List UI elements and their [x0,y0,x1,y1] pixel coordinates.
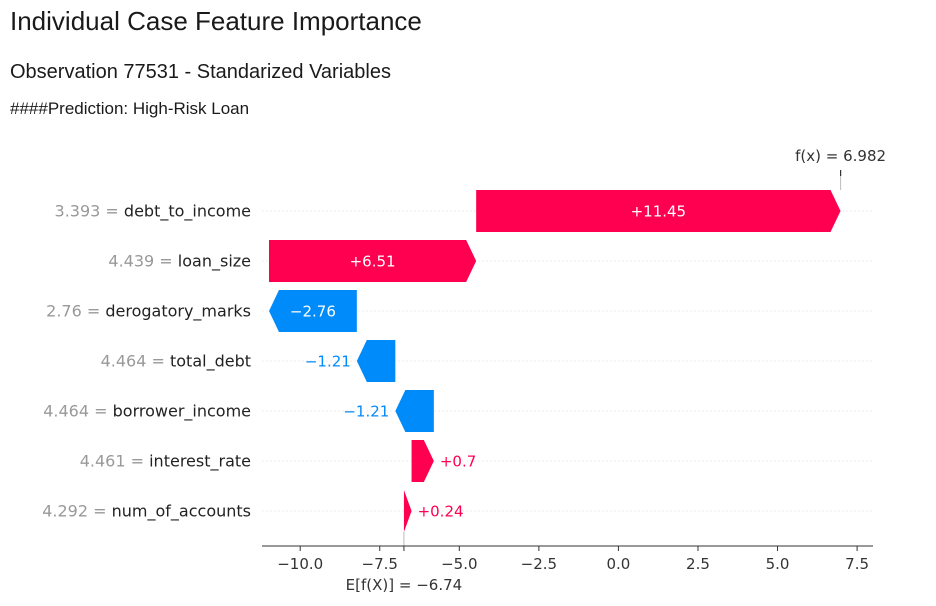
base-value-label: E[f(X)] = −6.74 [346,576,463,594]
x-tick-label: −2.5 [521,555,557,573]
bar-interest-rate [411,440,434,482]
bar-derogatory-marks [269,290,357,332]
page-subtitle: Observation 77531 - Standarized Variable… [10,61,391,83]
feature-label-loan-size: 4.439 = loan_size [108,252,251,272]
x-tick-label: 7.5 [845,555,869,573]
x-tick-label: −10.0 [277,555,323,573]
bar-total-debt [356,340,396,382]
feature-label-borrower-income: 4.464 = borrower_income [43,402,251,422]
bar-loan-size [269,240,477,282]
bar-num-of-accounts [403,490,412,532]
waterfall-chart: +11.45 3.393 = debt_to_income +6.51 4.439 =… [42,147,886,594]
x-tick-label: 0.0 [606,555,630,573]
feature-label-debt-to-income: 3.393 = debt_to_income [55,202,251,222]
contribution-label-borrower-income: −1.21 [343,403,389,421]
feature-label-num-of-accounts: 4.292 = num_of_accounts [42,502,251,522]
output-value-label: f(x) = 6.982 [795,147,886,165]
bar-debt-to-income [476,190,841,232]
feature-label-interest-rate: 4.461 = interest_rate [80,452,251,472]
x-tick-label: −5.0 [441,555,477,573]
contribution-label-interest-rate: +0.7 [440,453,476,471]
feature-label-total-debt: 4.464 = total_debt [101,352,251,372]
prediction-line: ####Prediction: High-Risk Loan [10,99,250,118]
x-tick-label: 5.0 [766,555,790,573]
contribution-label-num-of-accounts: +0.24 [418,503,464,521]
contribution-label-debt-to-income: +11.45 [631,203,687,221]
contribution-label-derogatory-marks: −2.76 [290,303,336,321]
bar-borrower-income [395,390,434,432]
contribution-label-loan-size: +6.51 [350,253,396,271]
x-tick-label: −7.5 [362,555,398,573]
feature-label-derogatory-marks: 2.76 = derogatory_marks [46,302,251,322]
x-tick-label: 2.5 [686,555,710,573]
page-title: Individual Case Feature Importance [10,6,422,36]
contribution-label-total-debt: −1.21 [305,353,351,371]
